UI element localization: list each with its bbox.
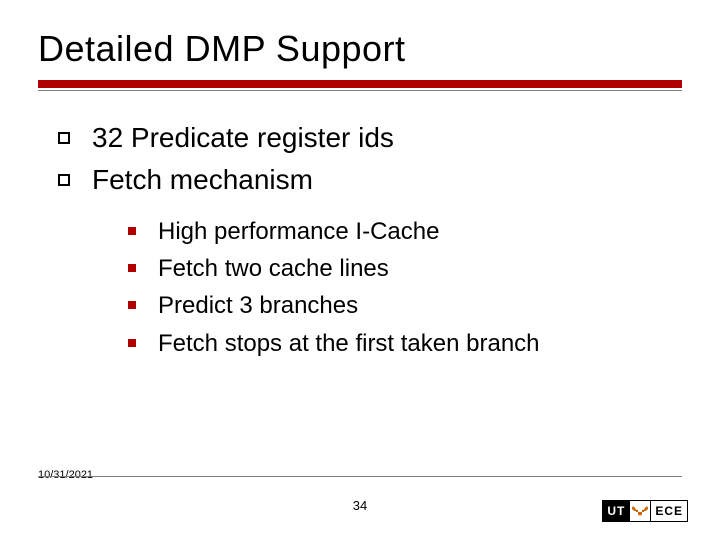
footer-date: 10/31/2021	[38, 469, 97, 481]
list-item: Fetch mechanism	[58, 162, 668, 198]
title-underline-thin	[38, 90, 682, 91]
logo-left-text: UT	[603, 501, 629, 521]
slide: Detailed DMP Support 32 Predicate regist…	[0, 0, 720, 540]
filled-square-bullet-icon	[128, 339, 136, 347]
list-item: Fetch stops at the first taken branch	[128, 328, 688, 359]
bullet-text: Fetch mechanism	[92, 162, 313, 198]
square-bullet-icon	[58, 174, 70, 186]
list-item: High performance I-Cache	[128, 216, 688, 247]
slide-title: Detailed DMP Support	[38, 28, 406, 70]
bullet-list-level2: High performance I-Cache Fetch two cache…	[128, 216, 688, 365]
bullet-list-level1: 32 Predicate register ids Fetch mechanis…	[58, 120, 668, 205]
square-bullet-icon	[58, 132, 70, 144]
bullet-text: Fetch stops at the first taken branch	[158, 328, 540, 359]
list-item: Predict 3 branches	[128, 290, 688, 321]
longhorn-icon	[629, 501, 651, 521]
filled-square-bullet-icon	[128, 301, 136, 309]
title-underline	[38, 80, 682, 91]
bullet-text: 32 Predicate register ids	[92, 120, 394, 156]
bullet-text: Predict 3 branches	[158, 290, 358, 321]
bullet-text: Fetch two cache lines	[158, 253, 389, 284]
filled-square-bullet-icon	[128, 264, 136, 272]
title-underline-red	[38, 80, 682, 88]
footer-rule	[38, 476, 682, 477]
list-item: Fetch two cache lines	[128, 253, 688, 284]
bullet-text: High performance I-Cache	[158, 216, 439, 247]
logo-right-text: ECE	[651, 501, 687, 521]
list-item: 32 Predicate register ids	[58, 120, 668, 156]
filled-square-bullet-icon	[128, 227, 136, 235]
ut-ece-logo: UT ECE	[602, 500, 688, 522]
